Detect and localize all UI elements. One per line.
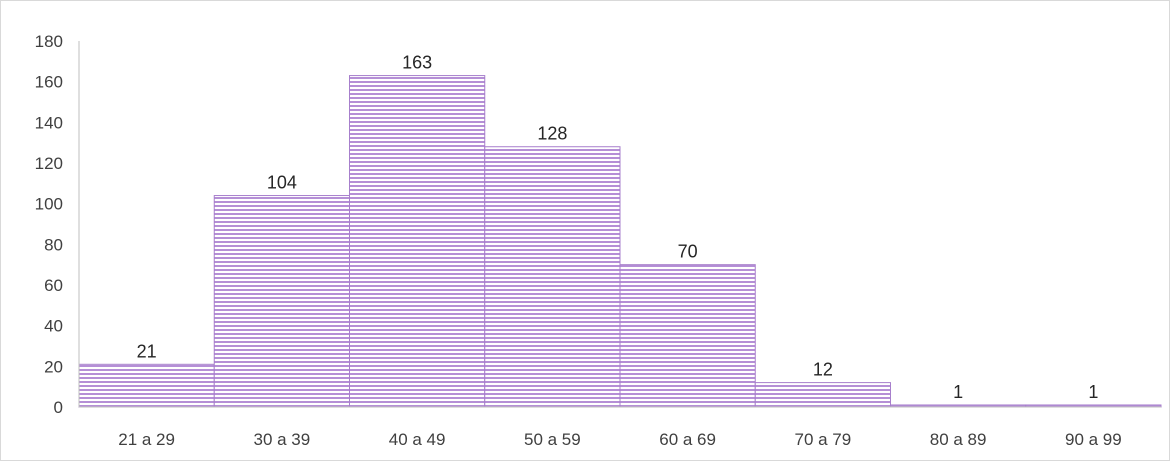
x-tick-label: 70 a 79 xyxy=(795,430,852,449)
data-label: 128 xyxy=(537,124,567,144)
bar-50-a-59 xyxy=(484,146,621,408)
y-tick-label: 100 xyxy=(35,195,63,214)
y-tick-label: 180 xyxy=(35,32,63,51)
x-tick-label: 90 a 99 xyxy=(1065,430,1122,449)
y-tick-label: 160 xyxy=(35,73,63,92)
y-axis-tick-labels: 0 20 40 60 80 100 120 140 160 180 xyxy=(35,32,63,417)
bar-30-a-39 xyxy=(213,195,350,408)
data-label: 12 xyxy=(813,360,833,380)
x-tick-label: 21 a 29 xyxy=(118,430,175,449)
x-axis-tick-labels: 21 a 29 30 a 39 40 a 49 50 a 59 60 a 69 70 a … xyxy=(118,430,1121,449)
x-tick-label: 30 a 39 xyxy=(254,430,311,449)
bar-60-a-69 xyxy=(619,264,756,408)
y-tick-label: 80 xyxy=(44,235,63,254)
bars xyxy=(78,75,1162,408)
data-label: 163 xyxy=(402,53,432,73)
y-tick-label: 60 xyxy=(44,276,63,295)
x-tick-label: 40 a 49 xyxy=(389,430,446,449)
data-labels: 21 104 163 128 70 12 1 1 xyxy=(137,53,1099,402)
y-tick-label: 140 xyxy=(35,113,63,132)
y-tick-label: 40 xyxy=(44,317,63,336)
bar-70-a-79 xyxy=(754,382,891,408)
y-tick-label: 20 xyxy=(44,357,63,376)
bar-40-a-49 xyxy=(349,75,486,408)
data-label: 21 xyxy=(137,341,157,361)
y-tick-label: 0 xyxy=(54,398,63,417)
y-tick-label: 120 xyxy=(35,154,63,173)
x-tick-label: 60 a 69 xyxy=(659,430,716,449)
data-label: 104 xyxy=(267,173,297,193)
x-tick-label: 80 a 89 xyxy=(930,430,987,449)
x-tick-label: 50 a 59 xyxy=(524,430,581,449)
bar-21-a-29 xyxy=(78,363,215,408)
data-label: 1 xyxy=(1088,382,1098,402)
data-label: 1 xyxy=(953,382,963,402)
data-label: 70 xyxy=(678,242,698,262)
